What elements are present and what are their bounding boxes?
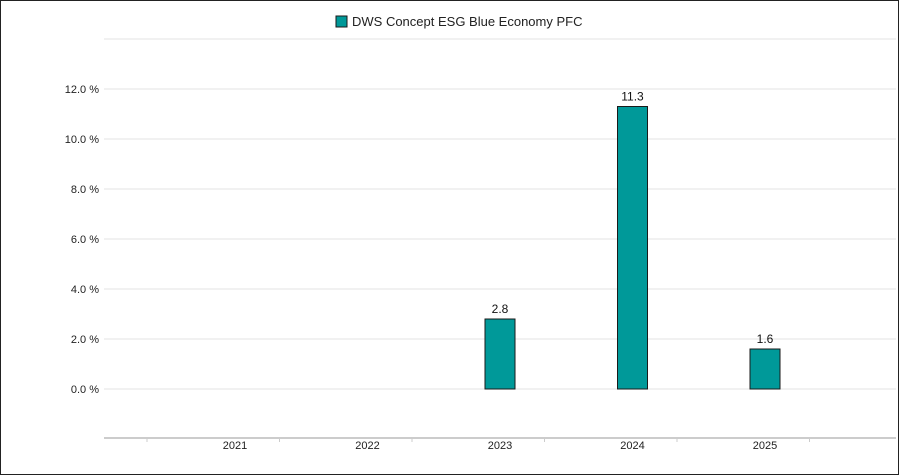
bar-2023 [484, 318, 516, 390]
legend-swatch [335, 15, 348, 28]
bar-2024 [617, 106, 648, 390]
y-tick-label: 0.0 % [71, 384, 99, 396]
data-label-2025: 1.6 [757, 332, 774, 346]
legend: DWS Concept ESG Blue Economy PFC [335, 14, 582, 29]
y-tick-label: 6.0 % [71, 234, 99, 246]
data-label-2023: 2.8 [492, 302, 509, 316]
y-axis: 0.0 % 2.0 % 4.0 % 6.0 % 8.0 % 10.0 % 12.0 % [65, 84, 99, 396]
bar-2025 [749, 348, 781, 390]
bars [484, 106, 781, 390]
y-tick-label: 12.0 % [65, 84, 99, 96]
x-tick-label: 2025 [753, 440, 777, 452]
gridlines [104, 38, 896, 439]
x-tick-label: 2023 [488, 440, 512, 452]
data-labels: 2.8 11.3 1.6 [492, 90, 774, 347]
data-label-2024: 11.3 [621, 90, 644, 104]
x-tick-label: 2022 [355, 440, 379, 452]
y-tick-label: 10.0 % [65, 134, 99, 146]
y-tick-label: 4.0 % [71, 284, 99, 296]
y-tick-label: 8.0 % [71, 184, 99, 196]
y-tick-label: 2.0 % [71, 334, 99, 346]
legend-label: DWS Concept ESG Blue Economy PFC [352, 14, 582, 29]
x-tick-label: 2021 [223, 440, 247, 452]
x-axis: 2021 2022 2023 2024 2025 [146, 438, 810, 452]
x-tick-label: 2024 [620, 440, 644, 452]
